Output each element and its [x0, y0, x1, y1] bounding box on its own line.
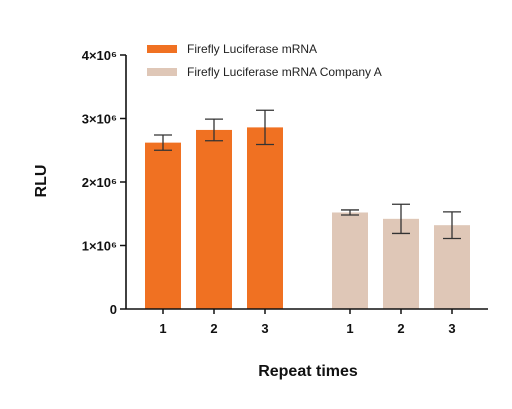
error-bar-series2-3 — [443, 211, 461, 240]
y-tick-label: 0 — [110, 302, 117, 317]
x-tick-label: 2 — [397, 321, 404, 336]
x-tick-label: 2 — [210, 321, 217, 336]
bar-series1-2 — [196, 129, 232, 309]
error-bar-series1-1 — [154, 134, 172, 151]
error-bar-series2-2 — [392, 203, 410, 235]
x-tick-label: 3 — [448, 321, 455, 336]
legend-label-series2: Firefly Luciferase mRNA Company A — [187, 65, 382, 79]
bar-series2-1 — [332, 212, 368, 309]
x-tick-label: 1 — [346, 321, 353, 336]
legend: Firefly Luciferase mRNA Firefly Luciferas… — [147, 42, 382, 79]
error-bars-group — [154, 109, 461, 240]
legend-swatch-series1 — [147, 45, 177, 53]
legend-swatch-series2 — [147, 68, 177, 76]
bar-series1-1 — [145, 142, 181, 309]
y-axis-title: RLU — [33, 165, 50, 198]
legend-label-series1: Firefly Luciferase mRNA — [187, 42, 317, 56]
x-tick-label: 1 — [159, 321, 166, 336]
error-bar-series2-1 — [341, 209, 359, 216]
axes-group: 1 2 3 1 2 3 0 1×10⁶ 2×10⁶ 3×10⁶ 4×10⁶ — [82, 48, 488, 336]
y-tick-label: 4×10⁶ — [82, 48, 117, 63]
y-tick-label: 2×10⁶ — [82, 175, 117, 190]
y-tick-label: 3×10⁶ — [82, 112, 117, 127]
x-tick-label: 3 — [261, 321, 268, 336]
error-bar-series1-2 — [205, 118, 223, 142]
bars-group — [145, 127, 470, 309]
bar-series1-3 — [247, 127, 283, 309]
error-bar-series1-3 — [256, 109, 274, 146]
x-axis-title: Repeat times — [258, 363, 358, 380]
y-tick-label: 1×10⁶ — [82, 239, 117, 254]
